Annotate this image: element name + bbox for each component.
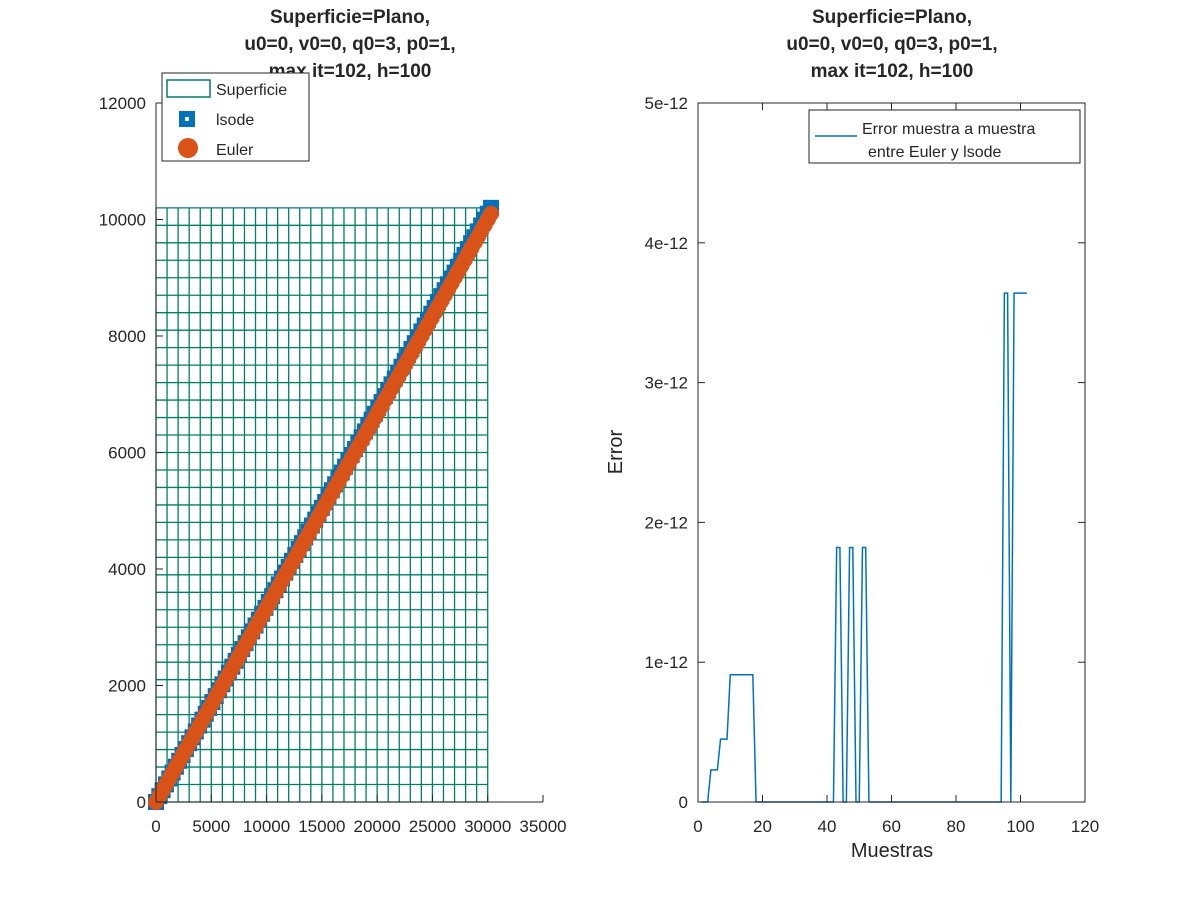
left-x-tick-label: 15000 [298,817,345,836]
right-y-tick-label: 0 [679,793,688,812]
left-x-tick-label: 0 [151,817,160,836]
right-y-tick-labels: 0 1e-12 2e-12 3e-12 4e-12 5e-12 [645,94,688,812]
euler-marker [483,205,500,222]
right-y-tick-label: 2e-12 [645,513,688,532]
right-y-tick-label: 1e-12 [645,653,688,672]
left-x-tick-label: 35000 [519,817,566,836]
error-series-line [701,292,1027,803]
right-x-tick-label: 0 [693,817,702,836]
legend-superficie-swatch [166,79,211,98]
legend-lsode-label: lsode [216,112,254,129]
left-y-tick-label: 10000 [99,211,146,230]
right-legend: Error muestra a muestra entre Euler y ls… [808,109,1081,164]
left-y-tick-label: 0 [137,793,146,812]
left-plot: Superficie=Plano, u0=0, v0=0, q0=3, p0=1… [99,7,567,836]
right-x-tick-label: 40 [818,817,837,836]
legend-euler-label: Euler [216,142,254,159]
right-x-tick-labels: 0 20 40 60 80 100 120 [693,817,1099,836]
right-y-tick-label: 4e-12 [645,234,688,253]
right-x-tick-label: 120 [1071,817,1099,836]
right-y-tick-label: 5e-12 [645,94,688,113]
right-title-line-1: Superficie=Plano, [812,7,972,28]
euler-markers [148,205,500,810]
legend-error-label-line-2: entre Euler y lsode [868,144,1002,161]
left-y-tick-label: 8000 [108,327,146,346]
right-axes-box [697,102,1086,803]
legend-lsode-marker-center [185,117,189,121]
left-title-line-2: u0=0, v0=0, q0=3, p0=1, [244,34,455,55]
left-x-tick-label: 30000 [464,817,511,836]
right-x-tick-label: 100 [1006,817,1034,836]
right-x-axis-label: Muestras [851,840,933,862]
left-y-tick-label: 6000 [108,444,146,463]
left-plot-area [148,199,500,810]
right-y-tick-label: 3e-12 [645,374,688,393]
left-y-tick-label: 12000 [99,94,146,113]
right-x-tick-label: 80 [947,817,966,836]
left-title-line-1: Superficie=Plano, [270,7,430,28]
left-x-tick-label: 25000 [409,817,456,836]
left-y-tick-label: 4000 [108,560,146,579]
left-legend: Superficie lsode Euler [161,72,310,162]
right-x-tick-label: 20 [753,817,772,836]
left-x-tick-labels: 0 5000 10000 15000 20000 25000 30000 35000 [151,817,566,836]
right-axes [697,102,1086,803]
right-plot: Superficie=Plano, u0=0, v0=0, q0=3, p0=1… [605,7,1099,862]
legend-superficie-label: Superficie [216,82,287,99]
left-x-tick-label: 5000 [192,817,230,836]
legend-error-label-line-1: Error muestra a muestra [862,121,1035,138]
right-y-axis-label: Error [605,429,627,474]
right-x-tick-label: 60 [882,817,901,836]
left-x-tick-label: 10000 [243,817,290,836]
right-title-line-3: max it=102, h=100 [811,61,974,82]
left-y-tick-label: 2000 [108,677,146,696]
left-x-tick-label: 20000 [354,817,401,836]
right-plot-area [701,292,1027,803]
left-axes [155,102,544,803]
left-y-tick-labels: 0 2000 4000 6000 8000 10000 12000 [99,94,146,812]
right-title-line-2: u0=0, v0=0, q0=3, p0=1, [786,34,997,55]
legend-euler-marker [178,138,198,158]
